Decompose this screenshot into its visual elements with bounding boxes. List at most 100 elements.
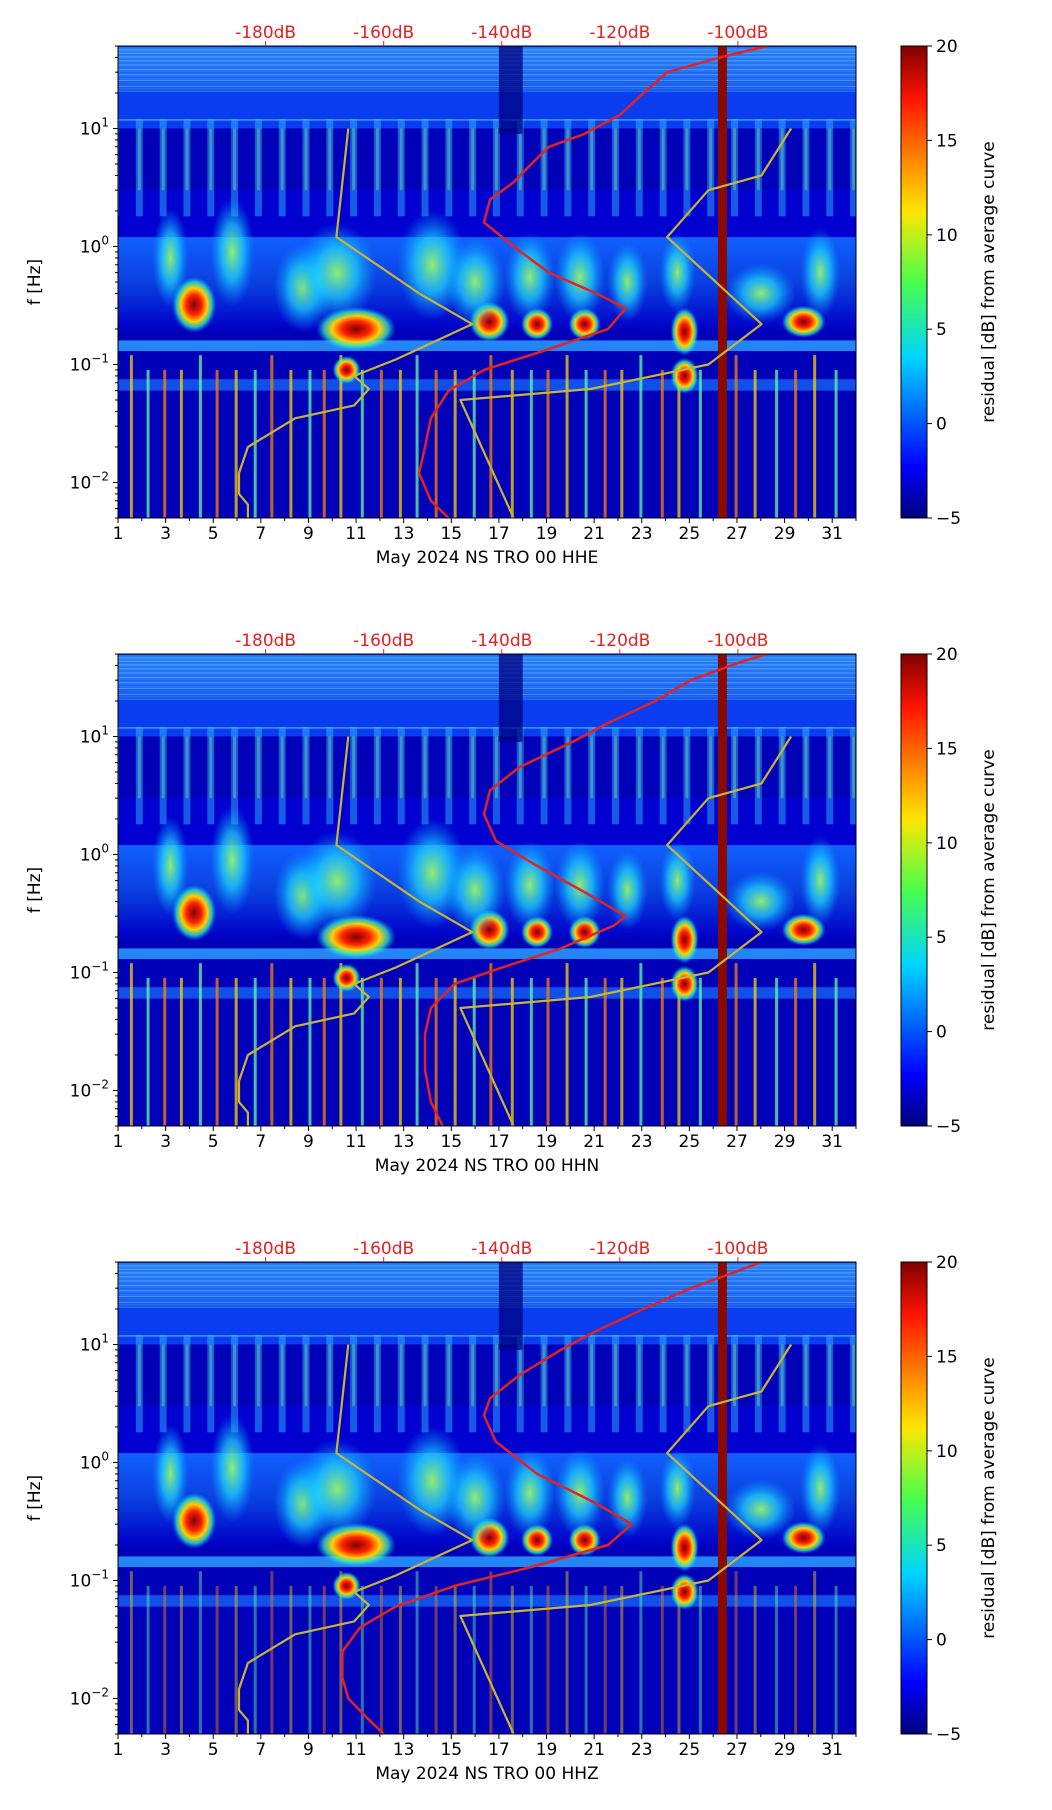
- spectrogram-image: [118, 1262, 856, 1734]
- noise-streak: [118, 661, 856, 664]
- noise-cloud: [210, 196, 255, 307]
- noise-streak: [118, 64, 856, 66]
- noise-streak: [118, 660, 856, 663]
- transient-spike: [565, 1571, 569, 1734]
- noise-streak: [118, 689, 856, 692]
- diurnal-stripe-core: [566, 736, 570, 799]
- diurnal-stripe-core: [852, 736, 856, 799]
- colorbar-label: residual [dB] from average curve: [979, 141, 999, 422]
- transient-spike: [546, 1585, 550, 1734]
- noise-streak: [118, 1277, 856, 1279]
- diurnal-stripe: [731, 727, 739, 825]
- colorbar-label: residual [dB] from average curve: [979, 749, 999, 1030]
- noise-cloud: [297, 1438, 378, 1539]
- noise-cloud: [297, 830, 378, 931]
- diurnal-stripe-core: [209, 1344, 213, 1407]
- noise-cloud: [504, 1448, 555, 1539]
- diurnal-stripe-core: [661, 736, 665, 799]
- diurnal-stripe-core: [613, 1344, 617, 1407]
- colorbar-tick-label: −5: [936, 1725, 961, 1745]
- y-tick-label: 100: [80, 233, 109, 257]
- colorbar-tick-label: 0: [936, 1631, 947, 1651]
- top-db-label: -180dB: [235, 631, 296, 651]
- colorbar-tick-label: 10: [936, 1442, 958, 1462]
- data-gap: [498, 1262, 523, 1350]
- diurnal-stripe: [207, 119, 215, 217]
- transient-spike: [698, 977, 702, 1126]
- diurnal-stripe-core: [209, 736, 213, 799]
- transient-spike: [289, 369, 293, 518]
- noise-cloud: [297, 222, 378, 323]
- diurnal-stripe-core: [114, 736, 117, 798]
- y-tick-exponent: 1: [101, 1331, 109, 1345]
- transient-spike: [677, 369, 681, 518]
- noise-streak: [118, 659, 856, 661]
- noise-streak: [118, 672, 856, 674]
- x-tick-label: 13: [393, 1132, 415, 1152]
- diurnal-stripe: [611, 1335, 619, 1433]
- noise-cloud: [725, 871, 796, 932]
- average-psd-curve: [417, 46, 768, 518]
- diurnal-stripe: [326, 727, 334, 825]
- diurnal-stripe-core: [352, 736, 356, 799]
- diurnal-stripe-core: [780, 736, 784, 799]
- diurnal-stripe-core: [852, 1344, 856, 1407]
- diurnal-stripe: [778, 1335, 786, 1433]
- top-db-label: -140dB: [471, 631, 532, 651]
- transient-spike: [584, 369, 588, 518]
- data-gap: [498, 654, 523, 742]
- diurnal-stripe: [118, 1335, 120, 1433]
- noise-streak: [118, 90, 856, 92]
- noise-cloud: [152, 1423, 189, 1524]
- x-tick-label: 17: [488, 524, 510, 544]
- diurnal-stripe: [754, 119, 762, 217]
- diurnal-stripe: [683, 1335, 691, 1433]
- y-tick-label: 100: [80, 1449, 109, 1473]
- diurnal-stripe: [421, 1335, 429, 1433]
- transient-spike: [146, 369, 150, 518]
- diurnal-stripe: [802, 727, 810, 825]
- transient-spike: [198, 355, 202, 518]
- diurnal-stripe: [540, 1335, 548, 1433]
- noise-streak: [118, 1263, 856, 1265]
- diurnal-stripe: [731, 1335, 739, 1433]
- diurnal-stripe-core: [804, 128, 808, 191]
- transient-spike: [565, 355, 569, 518]
- x-tick-label: 25: [679, 524, 701, 544]
- x-axis-label: May 2024 NS TRO 00 HHE: [376, 548, 598, 568]
- diurnal-stripe-core: [828, 736, 832, 799]
- diurnal-stripe-core: [590, 128, 594, 191]
- diurnal-stripe: [302, 119, 310, 217]
- diurnal-stripe-core: [399, 128, 403, 191]
- noise-streak: [118, 47, 856, 49]
- noise-streak: [118, 53, 856, 56]
- noise-cloud: [445, 1453, 506, 1543]
- storm-blob: [670, 965, 699, 1002]
- diurnal-stripe-core: [733, 128, 737, 191]
- x-tick-label: 5: [208, 1132, 219, 1152]
- x-tick-label: 5: [208, 1740, 219, 1760]
- transient-spike: [603, 1585, 607, 1734]
- noise-streak: [118, 1267, 856, 1269]
- transient-spike: [453, 1585, 457, 1734]
- diurnal-stripe: [231, 727, 239, 825]
- x-tick-label: 25: [679, 1740, 701, 1760]
- transient-spike: [179, 977, 183, 1126]
- diurnal-stripe: [183, 1335, 191, 1433]
- y-tick-label: 101: [80, 723, 109, 747]
- noise-streak: [118, 676, 856, 679]
- transient-spike: [415, 963, 419, 1126]
- top-db-label: -140dB: [471, 1239, 532, 1259]
- transient-spike: [339, 1571, 343, 1734]
- noise-cloud: [504, 232, 555, 323]
- noise-streak: [118, 1280, 856, 1282]
- transient-spike: [253, 369, 257, 518]
- transient-spike: [379, 977, 383, 1126]
- transient-spike: [639, 355, 643, 518]
- transient-spike: [270, 1571, 274, 1734]
- transient-spike: [322, 977, 326, 1126]
- diurnal-stripe-core: [566, 1344, 570, 1407]
- diurnal-stripe-core: [733, 736, 737, 799]
- transient-spike: [146, 1585, 150, 1734]
- x-tick-label: 1: [113, 1132, 124, 1152]
